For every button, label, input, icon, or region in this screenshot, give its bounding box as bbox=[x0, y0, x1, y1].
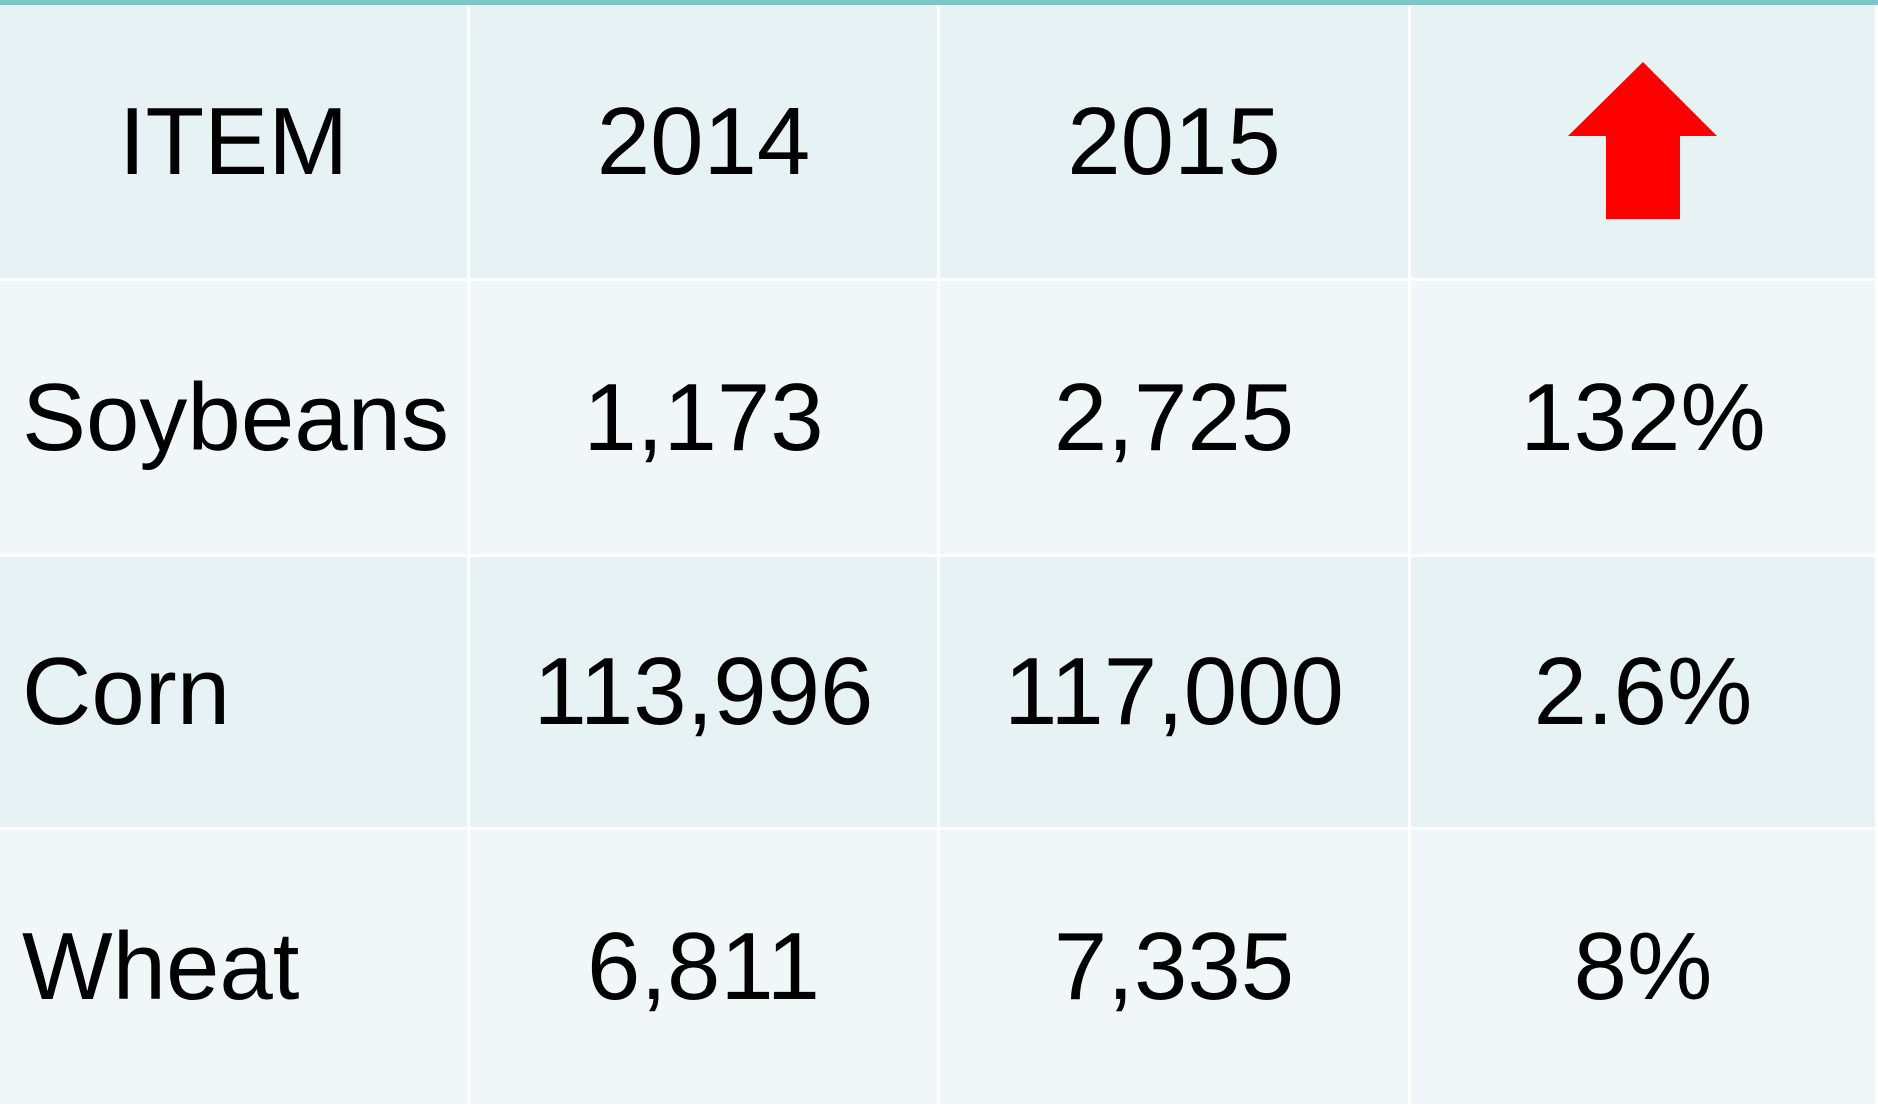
header-cell: 2015 bbox=[940, 5, 1411, 281]
up-arrow-icon bbox=[1568, 61, 1717, 219]
table-cell: 1,173 bbox=[470, 281, 940, 557]
table-cell: 2,725 bbox=[940, 281, 1411, 557]
table-cell: 7,335 bbox=[940, 830, 1411, 1107]
table-cell: Corn bbox=[0, 557, 470, 830]
table-cell: 2.6% bbox=[1411, 557, 1878, 830]
table-cell: 6,811 bbox=[470, 830, 940, 1107]
table-cell: Wheat bbox=[0, 830, 470, 1107]
top-border bbox=[0, 0, 1878, 5]
table-cell: 117,000 bbox=[940, 557, 1411, 830]
header-cell bbox=[1411, 5, 1878, 281]
header-cell: ITEM bbox=[0, 5, 470, 281]
header-cell: 2014 bbox=[470, 5, 940, 281]
table-cell: 132% bbox=[1411, 281, 1878, 557]
table-cell: Soybeans bbox=[0, 281, 470, 557]
table-cell: 8% bbox=[1411, 830, 1878, 1107]
table-cell: 113,996 bbox=[470, 557, 940, 830]
